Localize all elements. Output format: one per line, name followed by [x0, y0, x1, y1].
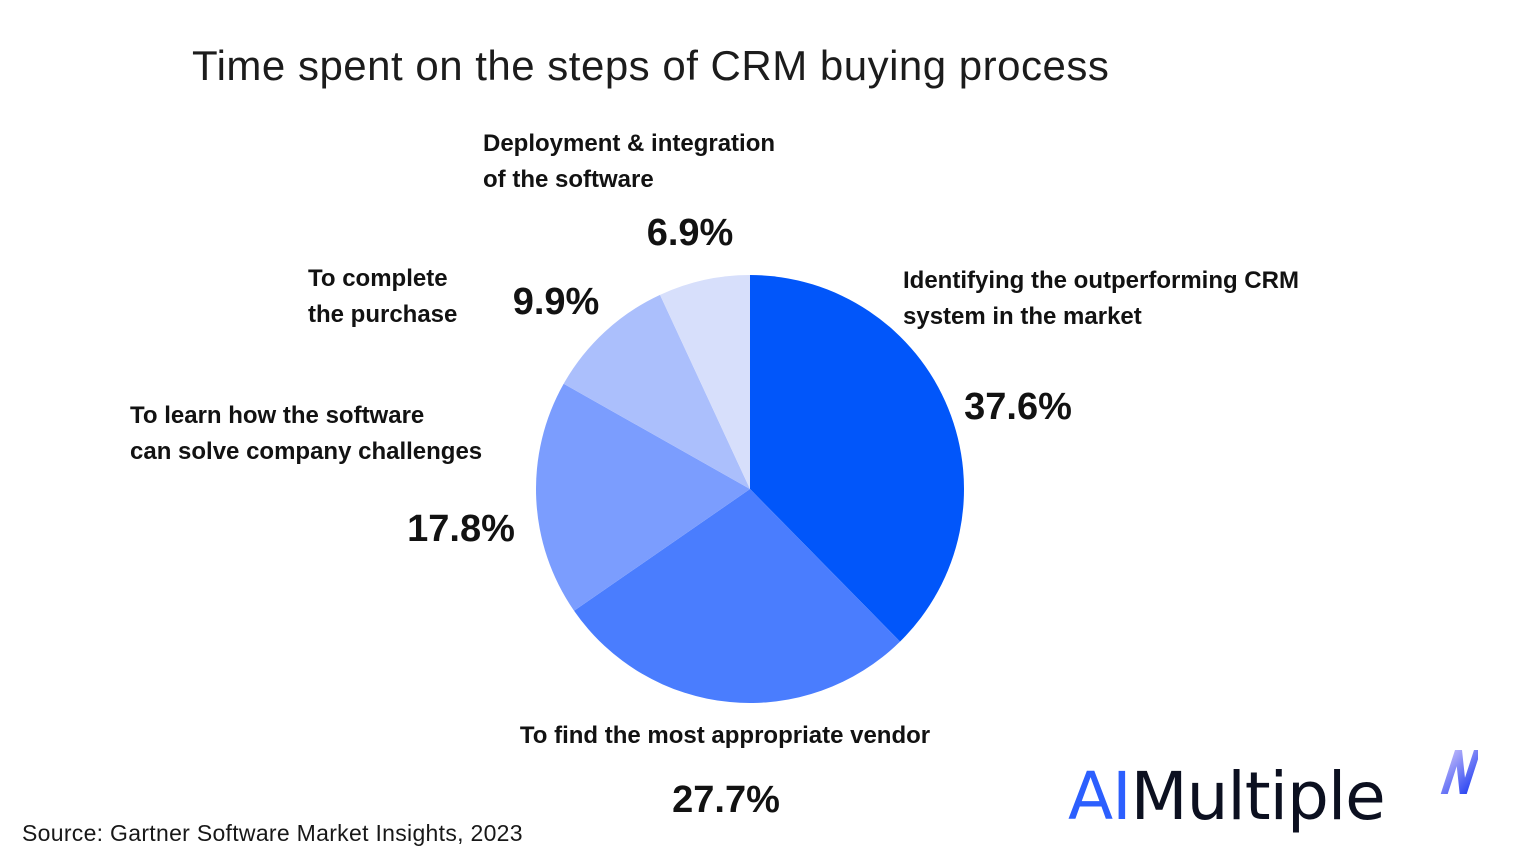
slice-label-line: Identifying the outperforming CRM [903, 267, 1299, 294]
slice-label-learn-software: To learn how the software can solve comp… [130, 398, 482, 470]
pie-chart [536, 275, 964, 703]
slice-value-deployment: 6.9% [646, 212, 734, 254]
slice-label-line: To learn how the software [130, 402, 425, 429]
slice-label-find-vendor: To find the most appropriate vendor [520, 718, 930, 754]
chart-title: Time spent on the steps of CRM buying pr… [192, 42, 1110, 89]
slice-value-learn-software: 17.8% [407, 508, 515, 550]
slice-label-line: of the software [483, 166, 654, 193]
slice-label-identifying-crm: Identifying the outperforming CRM system… [903, 263, 1299, 335]
logo-ai-text: AI [1068, 758, 1132, 835]
slice-label-line: system in the market [903, 303, 1142, 330]
aimultiple-logo: AIMultiple [1068, 750, 1478, 835]
slice-value-find-vendor: 27.7% [672, 779, 780, 821]
pie-slice-4 [660, 275, 750, 489]
n-lightning-mark-icon [1440, 750, 1478, 794]
pie-slice-0 [750, 275, 964, 642]
slice-label-line: the purchase [308, 301, 458, 328]
slice-label-line: Deployment & integration [483, 130, 776, 157]
slice-label-complete-purchase: To complete the purchase [308, 261, 457, 333]
slice-value-complete-purchase: 9.9% [512, 281, 600, 323]
slice-label-line: To complete [308, 265, 448, 292]
slice-label-deployment: Deployment & integration of the software [483, 126, 775, 198]
pie-slice-2 [536, 383, 750, 611]
slice-label-line: can solve company challenges [130, 438, 483, 465]
logo-multiple-text: Multiple [1130, 758, 1386, 835]
pie-slice-1 [574, 489, 901, 703]
source-attribution: Source: Gartner Software Market Insights… [22, 820, 523, 846]
slice-label-line: To find the most appropriate vendor [519, 722, 931, 749]
pie-slice-3 [563, 294, 750, 489]
slice-value-identifying-crm: 37.6% [964, 386, 1072, 428]
